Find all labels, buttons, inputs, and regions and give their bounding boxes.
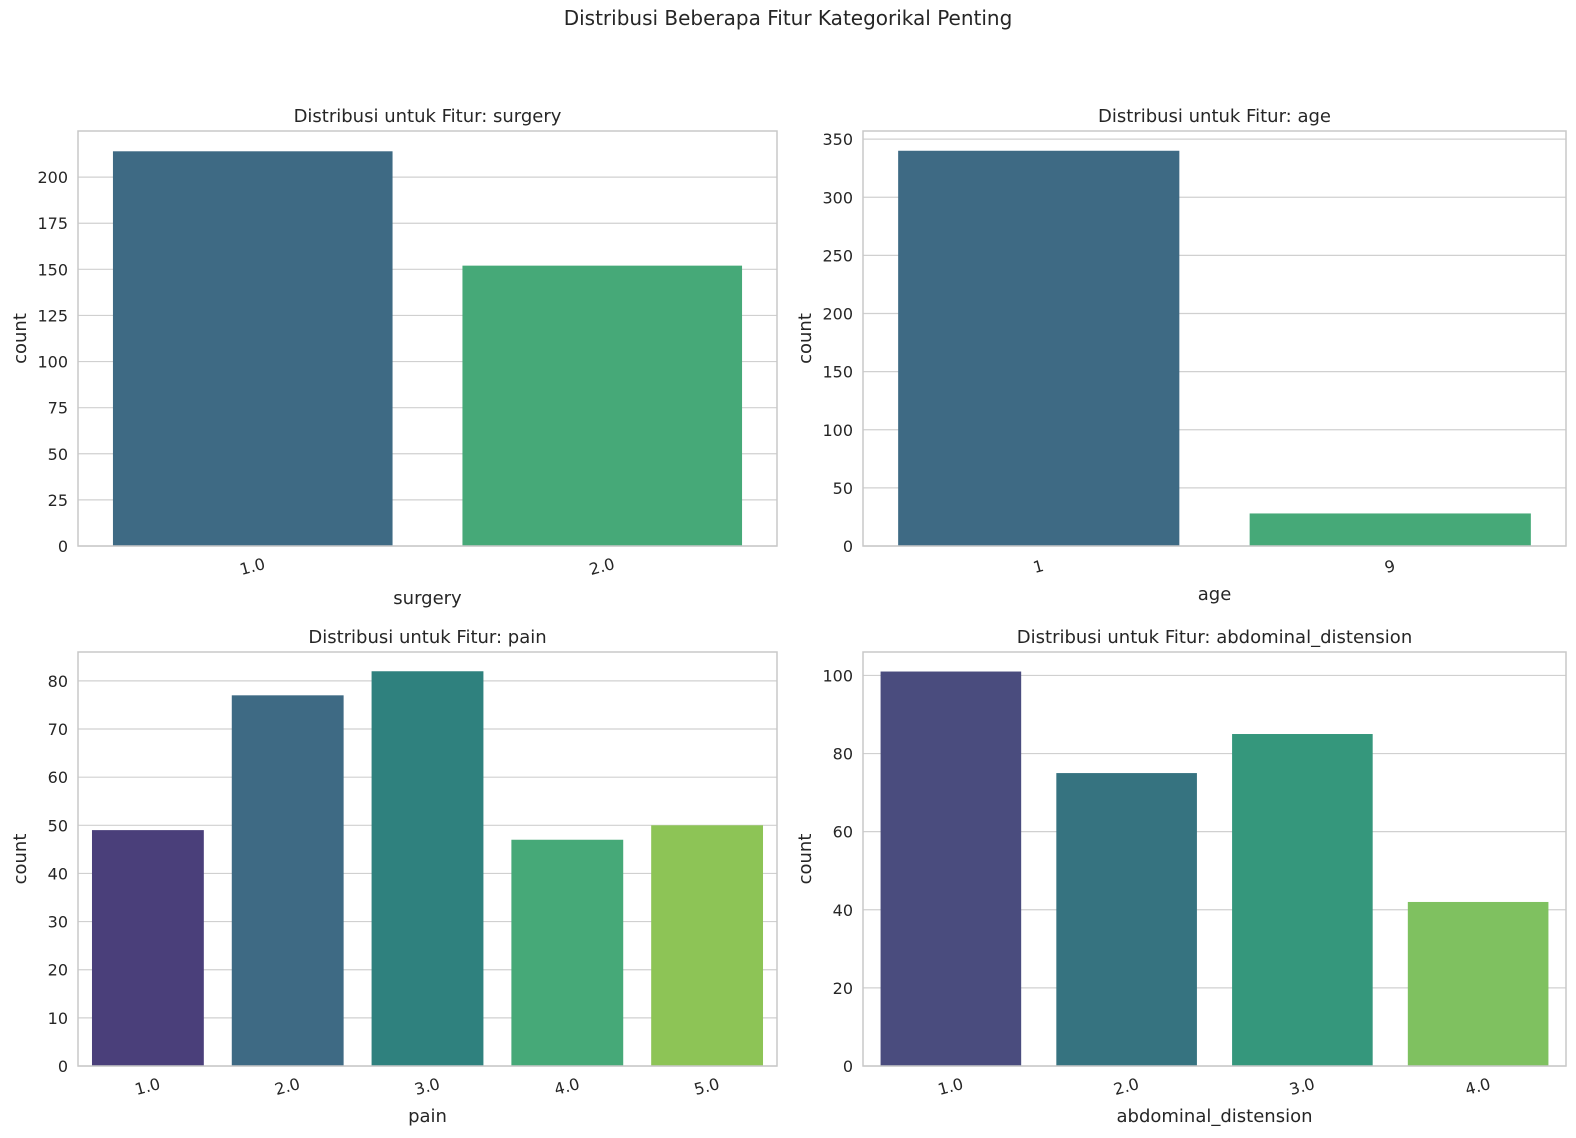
y-tick-label: 200 xyxy=(37,168,68,187)
y-tick-label: 25 xyxy=(48,491,68,510)
y-tick-label: 0 xyxy=(843,537,853,556)
y-axis-label: count xyxy=(10,313,31,364)
bar-4.0 xyxy=(511,839,624,1066)
bar-1.0 xyxy=(91,830,204,1066)
y-tick-label: 150 xyxy=(822,363,853,382)
y-tick-label: 50 xyxy=(48,816,68,835)
y-tick-label: 350 xyxy=(822,130,853,149)
subplot-title: Distribusi untuk Fitur: pain xyxy=(308,627,546,648)
y-tick-label: 80 xyxy=(833,745,853,764)
y-tick-label: 0 xyxy=(58,537,68,556)
y-tick-label: 70 xyxy=(48,720,68,739)
x-tick-label: 3.0 xyxy=(412,1074,442,1099)
y-tick-label: 10 xyxy=(48,1009,68,1028)
y-tick-label: 125 xyxy=(37,306,68,325)
bar-1.0 xyxy=(112,151,393,547)
bar-9 xyxy=(1249,513,1531,546)
y-tick-label: 50 xyxy=(833,479,853,498)
y-tick-label: 250 xyxy=(822,246,853,265)
y-tick-label: 0 xyxy=(843,1057,853,1076)
y-tick-label: 60 xyxy=(48,768,68,787)
subplot-1: 0 25 50 75 100 125 150 175 200 1.0 2.0 Distribusi u… xyxy=(10,106,778,609)
bar-5.0 xyxy=(651,825,764,1066)
x-tick-label: 1.0 xyxy=(238,554,268,579)
y-tick-label: 40 xyxy=(833,901,853,920)
subplot-3: 0 10 20 30 40 50 60 70 80 1.0 2.0 3.0 4.0 5.0 Distribu… xyxy=(10,627,778,1127)
y-tick-label: 175 xyxy=(37,214,68,233)
x-tick-label: 4.0 xyxy=(1463,1074,1493,1099)
y-tick-label: 80 xyxy=(48,672,68,691)
bar-1 xyxy=(898,150,1180,546)
x-tick-label: 1.0 xyxy=(133,1074,163,1099)
y-tick-label: 60 xyxy=(833,823,853,842)
axes-frame xyxy=(77,651,778,1067)
x-tick-label: 4.0 xyxy=(552,1074,582,1099)
y-tick-label: 30 xyxy=(48,913,68,932)
subplot-title: Distribusi untuk Fitur: surgery xyxy=(294,106,562,127)
x-tick-label: 2.0 xyxy=(587,554,617,579)
y-tick-label: 20 xyxy=(833,979,853,998)
bar-3.0 xyxy=(371,671,484,1066)
subplot-title: Distribusi untuk Fitur: age xyxy=(1098,106,1331,127)
x-axis-label: surgery xyxy=(393,588,462,609)
bar-2.0 xyxy=(1056,773,1197,1066)
x-tick-label: 2.0 xyxy=(273,1074,303,1099)
subplot-title: Distribusi untuk Fitur: abdominal_disten… xyxy=(1017,627,1412,648)
x-tick-label: 3.0 xyxy=(1287,1074,1317,1099)
subplot-2: 0 50 100 150 200 250 300 350 1 9 Distribusi untuk … xyxy=(795,106,1567,605)
y-axis-label: count xyxy=(10,834,31,885)
bar-4.0 xyxy=(1407,901,1549,1066)
y-axis-label: count xyxy=(795,834,816,885)
x-axis-label: age xyxy=(1198,584,1232,605)
y-tick-label: 100 xyxy=(822,421,853,440)
y-tick-label: 300 xyxy=(822,188,853,207)
y-tick-label: 20 xyxy=(48,961,68,980)
bar-2.0 xyxy=(231,695,344,1066)
y-tick-label: 40 xyxy=(48,864,68,883)
x-axis-label: abdominal_distension xyxy=(1116,1106,1312,1127)
x-tick-label: 9 xyxy=(1382,556,1397,577)
x-tick-label: 2.0 xyxy=(1111,1074,1141,1099)
y-tick-label: 50 xyxy=(48,445,68,464)
y-tick-label: 150 xyxy=(37,260,68,279)
x-tick-label: 5.0 xyxy=(692,1074,722,1099)
subplot-4: 0 20 40 60 80 100 1.0 2.0 3.0 4.0 Distribusi untuk… xyxy=(795,627,1567,1127)
bar-3.0 xyxy=(1232,734,1373,1066)
y-axis-label: count xyxy=(795,313,816,364)
y-tick-label: 200 xyxy=(822,305,853,324)
axes-frame xyxy=(862,130,1567,547)
x-tick-label: 1 xyxy=(1031,556,1046,577)
y-tick-label: 0 xyxy=(58,1057,68,1076)
x-axis-label: pain xyxy=(408,1106,447,1127)
bar-1.0 xyxy=(880,671,1022,1066)
y-tick-label: 100 xyxy=(37,353,68,372)
axes-frame xyxy=(862,651,1567,1067)
figure-title: Distribusi Beberapa Fitur Kategorikal Pe… xyxy=(563,6,1013,30)
axes-frame xyxy=(77,130,778,547)
bar-2.0 xyxy=(462,265,743,546)
x-tick-label: 1.0 xyxy=(936,1074,966,1099)
y-tick-label: 75 xyxy=(48,399,68,418)
y-tick-label: 100 xyxy=(822,666,853,685)
